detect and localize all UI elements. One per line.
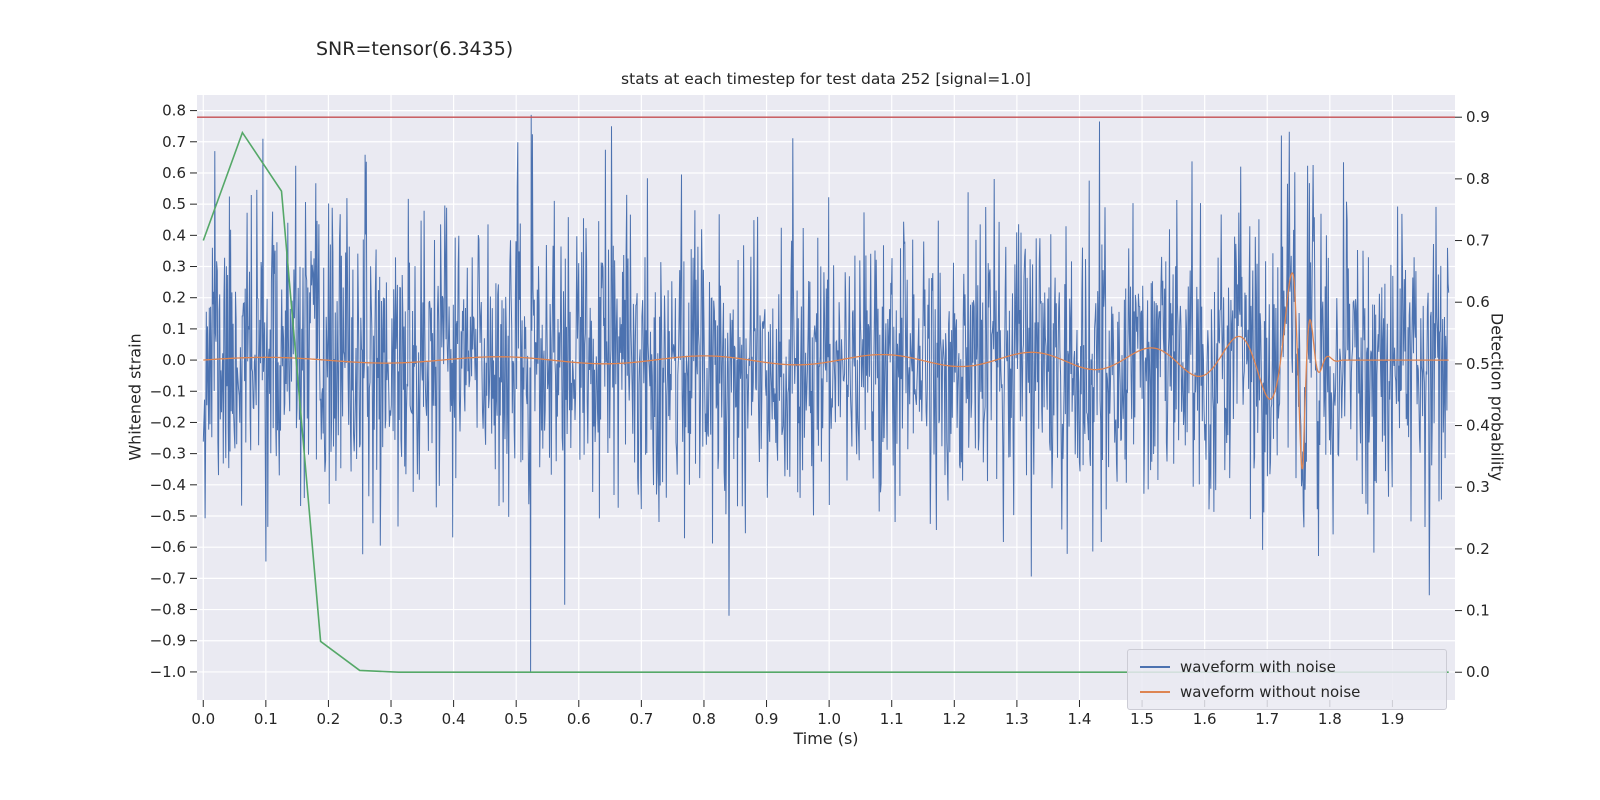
y-tick-label-left: −0.8: [150, 601, 186, 619]
legend-item-waveform-with-noise: waveform with noise: [1140, 657, 1434, 677]
y-tick-label-right: 0.1: [1466, 602, 1490, 620]
chart-title: stats at each timestep for test data 252…: [621, 70, 1031, 88]
y-tick-label-left: −0.6: [150, 538, 186, 556]
y-tick-label-right: 0.7: [1466, 232, 1490, 250]
x-tick-label: 1.2: [942, 710, 966, 728]
x-tick-label: 0.6: [567, 710, 591, 728]
y-tick-label-left: −0.7: [150, 569, 186, 587]
x-axis-label: Time (s): [793, 729, 859, 748]
legend-swatch-waveform-with-noise: [1140, 666, 1170, 668]
y-tick-label-right: 0.0: [1466, 663, 1490, 681]
legend: waveform with noise waveform without noi…: [1127, 649, 1447, 710]
y-tick-label-right: 0.8: [1466, 170, 1490, 188]
y-tick-label-left: 0.8: [162, 102, 186, 120]
x-tick-label: 0.7: [629, 710, 653, 728]
x-tick-label: 0.3: [379, 710, 403, 728]
series-waveform-with-noise: [202, 114, 1450, 672]
y-tick-label-right: 0.4: [1466, 417, 1490, 435]
x-tick-label: 0.5: [504, 710, 528, 728]
legend-label-waveform-with-noise: waveform with noise: [1180, 658, 1336, 676]
legend-item-waveform-without-noise: waveform without noise: [1140, 682, 1434, 702]
x-tick-label: 0.9: [755, 710, 779, 728]
y-tick-label-left: −1.0: [150, 663, 186, 681]
y-tick-label-left: 0.2: [162, 289, 186, 307]
x-tick-label: 1.3: [1005, 710, 1029, 728]
x-tick-label: 1.0: [817, 710, 841, 728]
y-tick-label-left: 0.6: [162, 164, 186, 182]
y-tick-label-left: 0.7: [162, 133, 186, 151]
y-tick-label-left: 0.1: [162, 320, 186, 338]
y-tick-label-left: 0.5: [162, 195, 186, 213]
y-tick-label-right: 0.9: [1466, 108, 1490, 126]
y-tick-label-left: −0.5: [150, 507, 186, 525]
x-tick-label: 0.2: [317, 710, 341, 728]
x-tick-label: 0.4: [442, 710, 466, 728]
x-tick-label: 0.1: [254, 710, 278, 728]
y-tick-label-left: −0.4: [150, 476, 186, 494]
y-axis-label-right: Detection probability: [1487, 312, 1507, 482]
y-tick-label-left: −0.2: [150, 413, 186, 431]
y-tick-label-right: 0.2: [1466, 540, 1490, 558]
y-tick-label-left: −0.9: [150, 632, 186, 650]
x-tick-label: 1.8: [1318, 710, 1342, 728]
x-tick-label: 0.0: [191, 710, 215, 728]
x-tick-label: 1.7: [1255, 710, 1279, 728]
x-tick-label: 1.1: [880, 710, 904, 728]
legend-swatch-waveform-without-noise: [1140, 691, 1170, 693]
series-waveform-without-noise: [203, 272, 1449, 470]
legend-label-waveform-without-noise: waveform without noise: [1180, 683, 1361, 701]
y-tick-label-left: 0.3: [162, 258, 186, 276]
y-axis-label-left: Whitened strain: [125, 333, 145, 461]
x-tick-label: 1.9: [1380, 710, 1404, 728]
x-tick-label: 0.8: [692, 710, 716, 728]
y-tick-label-left: 0.0: [162, 351, 186, 369]
x-tick-label: 1.6: [1193, 710, 1217, 728]
y-tick-label-right: 0.3: [1466, 478, 1490, 496]
y-tick-label-left: 0.4: [162, 226, 186, 244]
y-tick-label-left: −0.3: [150, 445, 186, 463]
snr-annotation: SNR=tensor(6.3435): [316, 38, 514, 60]
y-tick-label-left: −0.1: [150, 382, 186, 400]
y-tick-label-right: 0.5: [1466, 355, 1490, 373]
y-tick-label-right: 0.6: [1466, 293, 1490, 311]
x-tick-label: 1.4: [1068, 710, 1092, 728]
x-tick-label: 1.5: [1130, 710, 1154, 728]
